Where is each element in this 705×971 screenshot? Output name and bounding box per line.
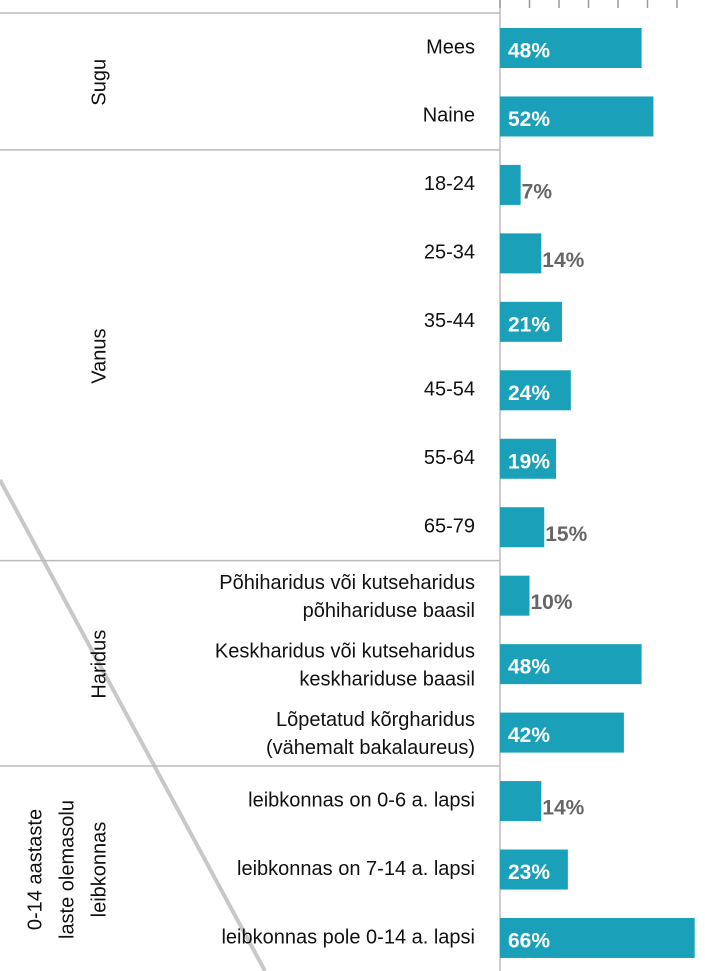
- bar: [500, 781, 542, 822]
- category-label: Keskharidus või kutseharidus: [215, 640, 475, 662]
- bar: [500, 575, 530, 616]
- category-label: leibkonnas on 7-14 a. lapsi: [237, 858, 475, 880]
- value-label: 24%: [508, 382, 550, 405]
- value-label: 10%: [531, 591, 573, 614]
- category-label: keskhariduse baasil: [299, 668, 475, 690]
- bar: [500, 644, 642, 685]
- category-label: 18-24: [424, 173, 475, 195]
- value-label: 42%: [508, 724, 550, 747]
- value-label: 15%: [545, 523, 587, 546]
- category-label: 55-64: [424, 447, 475, 469]
- value-label: 14%: [542, 797, 584, 820]
- value-label: 48%: [508, 40, 550, 63]
- group-label: Vanus: [88, 328, 110, 383]
- bar: [500, 233, 542, 274]
- bar: [500, 849, 568, 890]
- bar: [500, 370, 571, 411]
- category-label: Naine: [423, 105, 475, 127]
- category-label: 65-79: [424, 516, 475, 538]
- decor-line: [0, 479, 267, 971]
- category-label: põhihariduse baasil: [303, 600, 475, 622]
- category-label: 35-44: [424, 310, 475, 332]
- value-label: 52%: [508, 108, 550, 131]
- bar: [500, 164, 521, 205]
- bar: [500, 712, 624, 753]
- group-label: Sugu: [88, 59, 110, 106]
- value-label: 66%: [508, 930, 550, 953]
- group-label: Haridus: [88, 630, 110, 699]
- group-label: leibkonnas: [88, 822, 110, 918]
- category-label: 45-54: [424, 379, 475, 401]
- bar: [500, 917, 695, 958]
- category-label: leibkonnas on 0-6 a. lapsi: [248, 789, 475, 811]
- category-label: Mees: [426, 36, 475, 58]
- value-label: 7%: [522, 180, 553, 203]
- bar: [500, 96, 654, 137]
- group-label: laste olemasolu: [56, 800, 78, 939]
- category-label: 25-34: [424, 242, 475, 264]
- bar: [500, 438, 557, 479]
- category-label: Lõpetatud kõrgharidus: [276, 709, 475, 731]
- category-label: Põhiharidus või kutseharidus: [219, 572, 475, 594]
- category-label: (vähemalt bakalaureus): [266, 737, 475, 759]
- value-label: 48%: [508, 656, 550, 679]
- bar: [500, 507, 545, 548]
- bar: [500, 28, 642, 68]
- value-label: 19%: [508, 450, 550, 473]
- value-label: 14%: [542, 249, 584, 272]
- value-label: 23%: [508, 861, 550, 884]
- group-label: 0-14 aastaste: [24, 809, 46, 930]
- category-label: leibkonnas pole 0-14 a. lapsi: [221, 926, 475, 948]
- bar: [500, 301, 562, 342]
- value-label: 21%: [508, 313, 550, 336]
